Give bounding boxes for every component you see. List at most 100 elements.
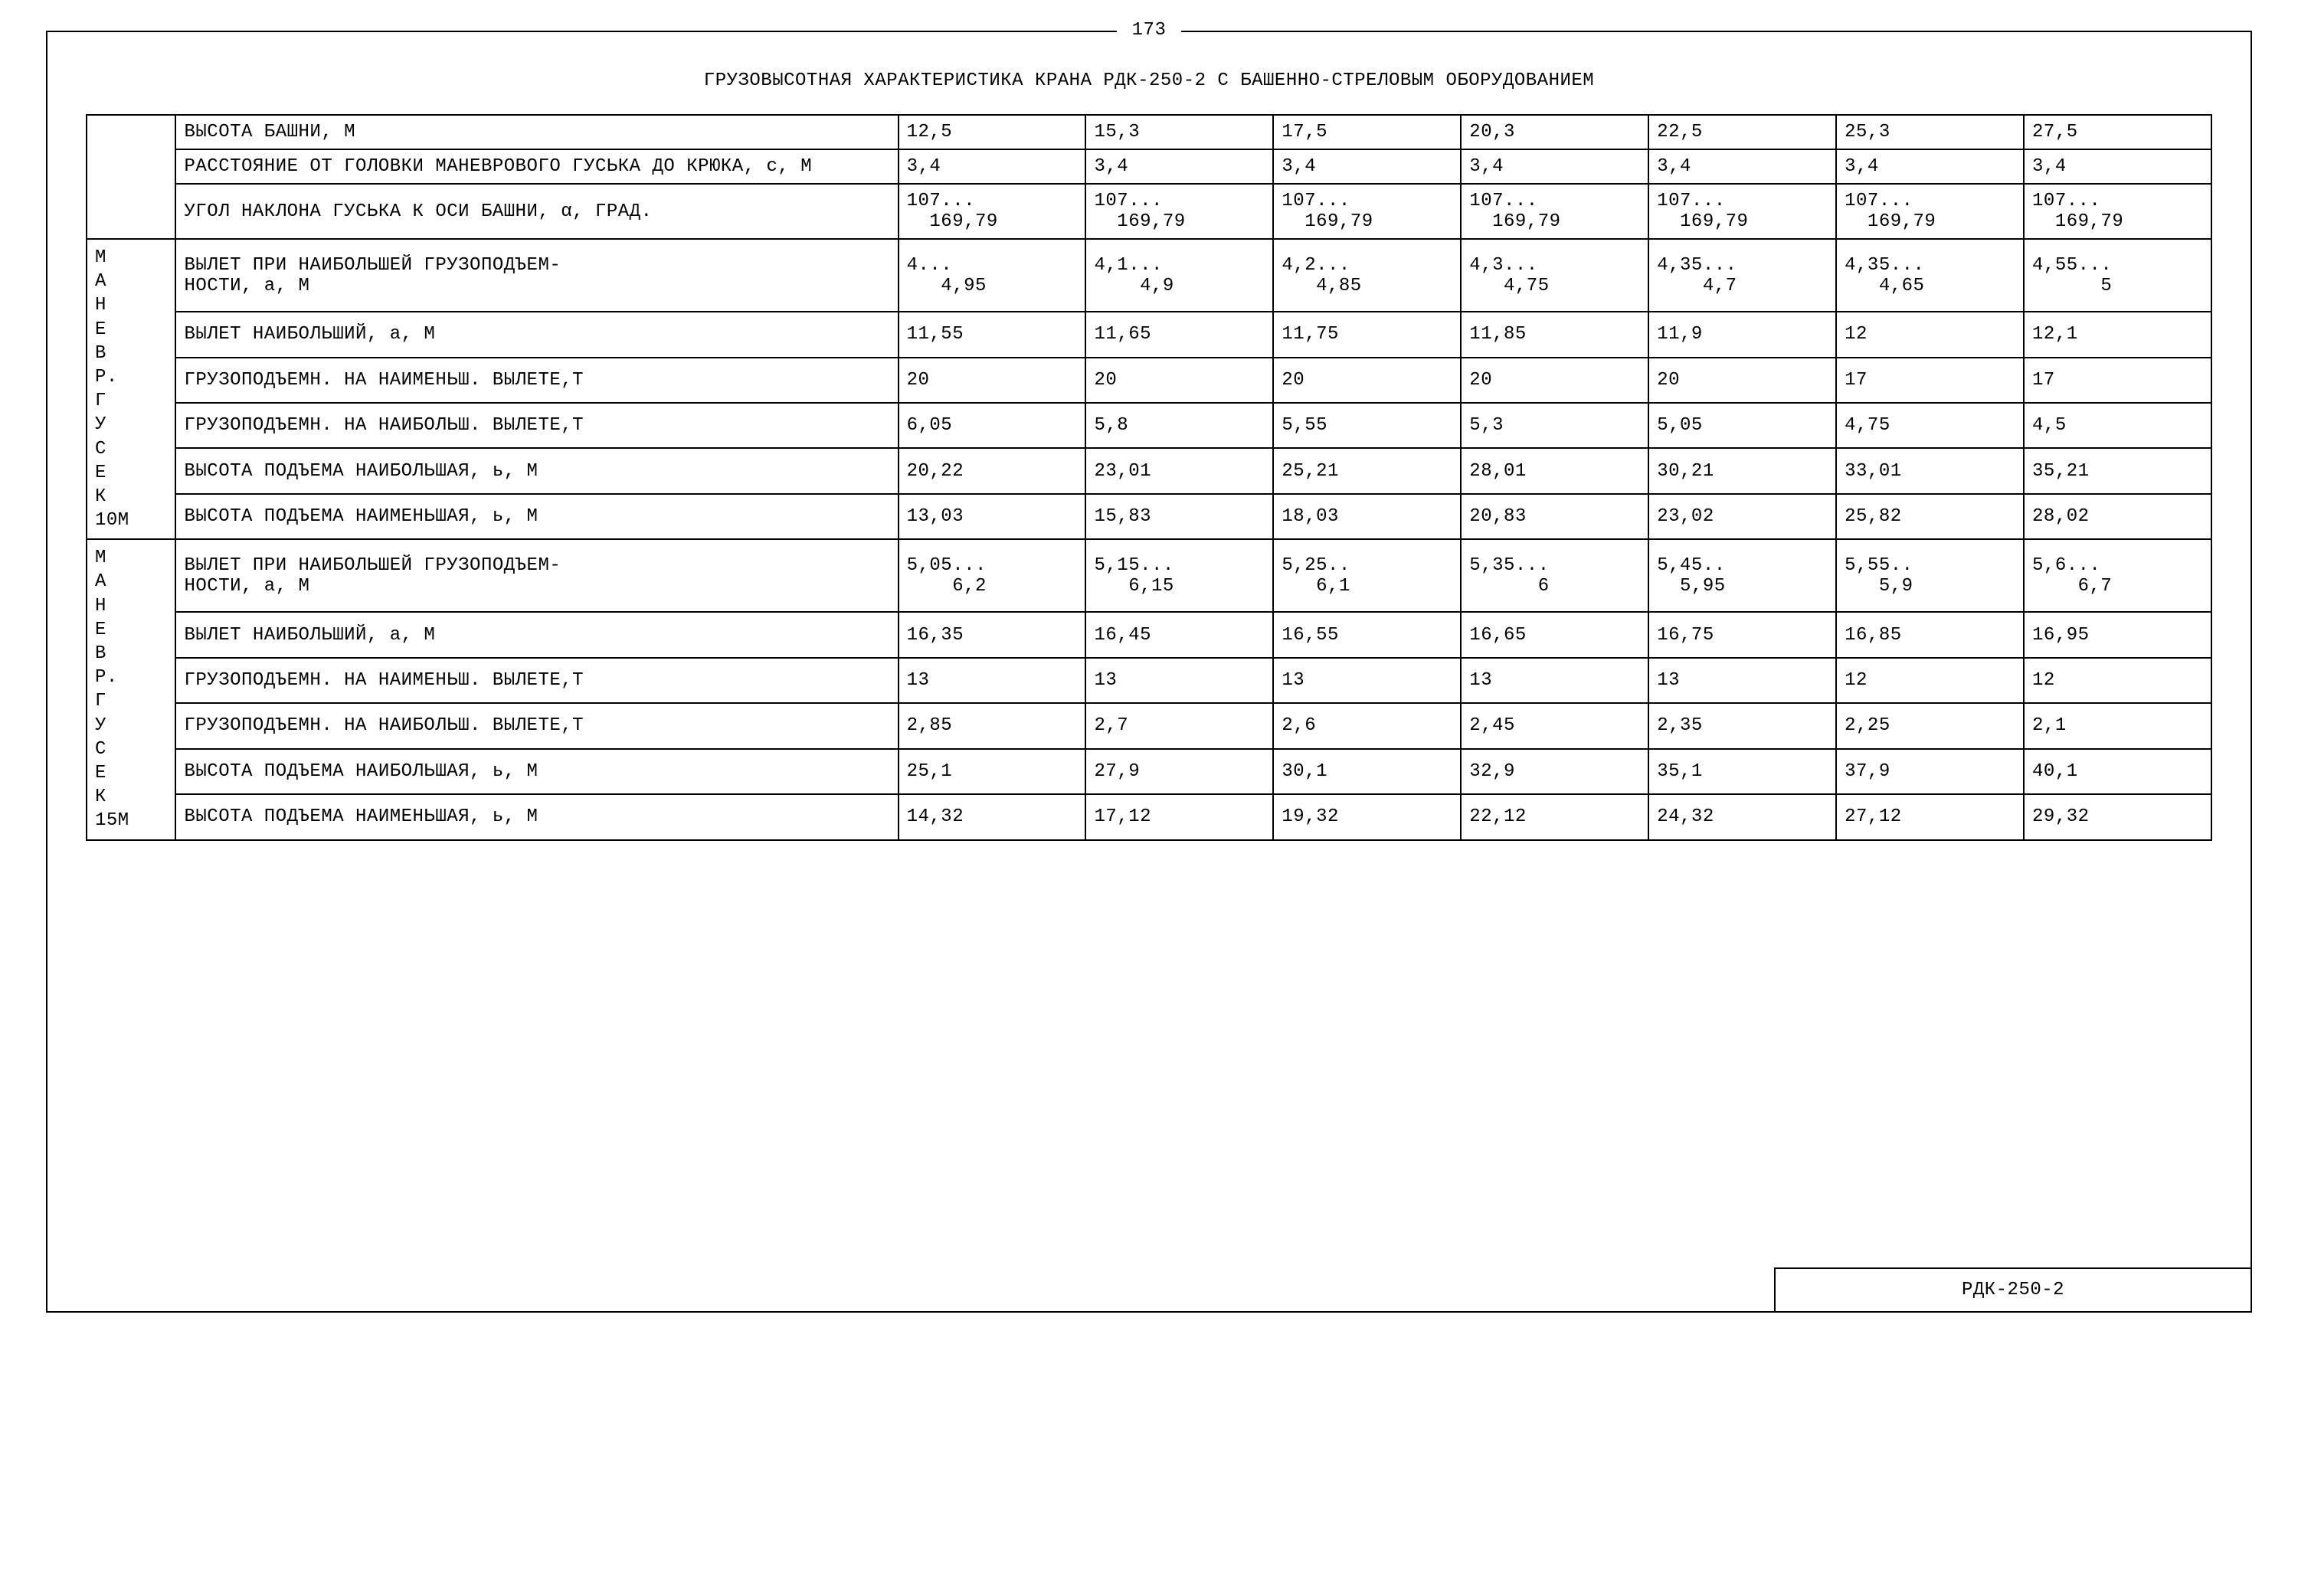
table-cell: 30,1 <box>1273 749 1461 794</box>
page-title: ГРУЗОВЫСОТНАЯ ХАРАКТЕРИСТИКА КРАНА РДК-2… <box>86 70 2212 91</box>
table-cell: 25,82 <box>1836 494 2024 539</box>
table-cell: 33,01 <box>1836 448 2024 493</box>
table-cell: 23,02 <box>1648 494 1836 539</box>
table-cell: 3,4 <box>2024 149 2211 184</box>
table-row: ВЫСОТА ПОДЪЕМА НАИМЕНЬШАЯ, ь, М14,3217,1… <box>87 794 2211 839</box>
table-cell: 16,75 <box>1648 612 1836 657</box>
table-row: ГРУЗОПОДЪЕМН. НА НАИМЕНЬШ. ВЫЛЕТЕ,Т13131… <box>87 658 2211 703</box>
table-cell: 107... 169,79 <box>1273 184 1461 239</box>
table-cell: 2,6 <box>1273 703 1461 748</box>
table-cell: 27,5 <box>2024 115 2211 149</box>
row-label: ВЫЛЕТ НАИБОЛЬШИЙ, а, М <box>175 312 898 357</box>
table-cell: 16,55 <box>1273 612 1461 657</box>
table-row: М А Н Е В Р. Г У С Е К 15МВЫЛЕТ ПРИ НАИБ… <box>87 539 2211 612</box>
table-cell: 17 <box>2024 358 2211 403</box>
table-cell: 11,75 <box>1273 312 1461 357</box>
row-label: УГОЛ НАКЛОНА ГУСЬКА К ОСИ БАШНИ, α, ГРАД… <box>175 184 898 239</box>
table-cell: 20 <box>1461 358 1648 403</box>
table-cell: 107... 169,79 <box>2024 184 2211 239</box>
table-cell: 6,05 <box>899 403 1086 448</box>
side-label-10m: М А Н Е В Р. Г У С Е К 10М <box>87 239 175 539</box>
table-cell: 11,9 <box>1648 312 1836 357</box>
row-label: ВЫЛЕТ ПРИ НАИБОЛЬШЕЙ ГРУЗОПОДЪЕМ- НОСТИ,… <box>175 539 898 612</box>
table-cell: 12,5 <box>899 115 1086 149</box>
table-row: РАССТОЯНИЕ ОТ ГОЛОВКИ МАНЕВРОВОГО ГУСЬКА… <box>87 149 2211 184</box>
table-cell: 3,4 <box>1461 149 1648 184</box>
table-cell: 28,02 <box>2024 494 2211 539</box>
table-cell: 17 <box>1836 358 2024 403</box>
table-row: ГРУЗОПОДЪЕМН. НА НАИМЕНЬШ. ВЫЛЕТЕ,Т20202… <box>87 358 2211 403</box>
row-label: ГРУЗОПОДЪЕМН. НА НАИМЕНЬШ. ВЫЛЕТЕ,Т <box>175 658 898 703</box>
table-cell: 107... 169,79 <box>1648 184 1836 239</box>
table-cell: 30,21 <box>1648 448 1836 493</box>
table-cell: 5,6... 6,7 <box>2024 539 2211 612</box>
row-label: ВЫЛЕТ ПРИ НАИБОЛЬШЕЙ ГРУЗОПОДЪЕМ- НОСТИ,… <box>175 239 898 312</box>
footer-box: РДК-250-2 <box>1774 1267 2252 1313</box>
table-cell: 3,4 <box>1648 149 1836 184</box>
table-row: ГРУЗОПОДЪЕМН. НА НАИБОЛЬШ. ВЫЛЕТЕ,Т2,852… <box>87 703 2211 748</box>
table-cell: 25,1 <box>899 749 1086 794</box>
table-cell: 12 <box>2024 658 2211 703</box>
row-label: ГРУЗОПОДЪЕМН. НА НАИБОЛЬШ. ВЫЛЕТЕ,Т <box>175 703 898 748</box>
table-cell: 3,4 <box>1273 149 1461 184</box>
table-cell: 3,4 <box>1836 149 2024 184</box>
table-cell: 4,3... 4,75 <box>1461 239 1648 312</box>
row-label: ВЫСОТА ПОДЪЕМА НАИБОЛЬШАЯ, ь, М <box>175 749 898 794</box>
table-cell: 5,35... 6 <box>1461 539 1648 612</box>
page-frame: 173 ГРУЗОВЫСОТНАЯ ХАРАКТЕРИСТИКА КРАНА Р… <box>46 31 2252 1313</box>
table-cell: 27,9 <box>1085 749 1273 794</box>
row-label: ВЫСОТА БАШНИ, М <box>175 115 898 149</box>
row-label: ВЫСОТА ПОДЪЕМА НАИМЕНЬШАЯ, ь, М <box>175 494 898 539</box>
table-cell: 4,5 <box>2024 403 2211 448</box>
table-row: ВЫЛЕТ НАИБОЛЬШИЙ, а, М11,5511,6511,7511,… <box>87 312 2211 357</box>
table-cell: 107... 169,79 <box>1461 184 1648 239</box>
table-cell: 20 <box>1273 358 1461 403</box>
table-cell: 17,12 <box>1085 794 1273 839</box>
row-label: ГРУЗОПОДЪЕМН. НА НАИМЕНЬШ. ВЫЛЕТЕ,Т <box>175 358 898 403</box>
row-label: ВЫСОТА ПОДЪЕМА НАИБОЛЬШАЯ, ь, М <box>175 448 898 493</box>
table-cell: 25,3 <box>1836 115 2024 149</box>
table-cell: 23,01 <box>1085 448 1273 493</box>
table-cell: 2,25 <box>1836 703 2024 748</box>
table-cell: 35,1 <box>1648 749 1836 794</box>
table-row: ВЫСОТА ПОДЪЕМА НАИМЕНЬШАЯ, ь, М13,0315,8… <box>87 494 2211 539</box>
table-cell: 11,65 <box>1085 312 1273 357</box>
table-row: ВЫСОТА ПОДЪЕМА НАИБОЛЬШАЯ, ь, М25,127,93… <box>87 749 2211 794</box>
table-cell: 27,12 <box>1836 794 2024 839</box>
table-cell: 20 <box>899 358 1086 403</box>
table-cell: 5,55.. 5,9 <box>1836 539 2024 612</box>
table-cell: 14,32 <box>899 794 1086 839</box>
table-cell: 29,32 <box>2024 794 2211 839</box>
table-cell: 16,65 <box>1461 612 1648 657</box>
table-cell: 16,95 <box>2024 612 2211 657</box>
row-label: РАССТОЯНИЕ ОТ ГОЛОВКИ МАНЕВРОВОГО ГУСЬКА… <box>175 149 898 184</box>
table-cell: 16,35 <box>899 612 1086 657</box>
table-cell: 5,05 <box>1648 403 1836 448</box>
footer-label: РДК-250-2 <box>1962 1280 2064 1300</box>
table-cell: 5,05... 6,2 <box>899 539 1086 612</box>
table-cell: 5,25.. 6,1 <box>1273 539 1461 612</box>
table-cell: 2,7 <box>1085 703 1273 748</box>
table-cell: 107... 169,79 <box>1085 184 1273 239</box>
table-cell: 20,3 <box>1461 115 1648 149</box>
spec-table: ВЫСОТА БАШНИ, М12,515,317,520,322,525,32… <box>86 114 2212 841</box>
table-cell: 13,03 <box>899 494 1086 539</box>
page-number: 173 <box>1117 20 1182 41</box>
table-row: ВЫСОТА ПОДЪЕМА НАИБОЛЬШАЯ, ь, М20,2223,0… <box>87 448 2211 493</box>
table-cell: 107... 169,79 <box>1836 184 2024 239</box>
table-cell: 24,32 <box>1648 794 1836 839</box>
table-cell: 22,5 <box>1648 115 1836 149</box>
table-cell: 13 <box>1648 658 1836 703</box>
table-cell: 2,45 <box>1461 703 1648 748</box>
table-cell: 28,01 <box>1461 448 1648 493</box>
table-cell: 19,32 <box>1273 794 1461 839</box>
table-cell: 18,03 <box>1273 494 1461 539</box>
row-label: ВЫЛЕТ НАИБОЛЬШИЙ, а, М <box>175 612 898 657</box>
table-cell: 35,21 <box>2024 448 2211 493</box>
table-row: ВЫЛЕТ НАИБОЛЬШИЙ, а, М16,3516,4516,5516,… <box>87 612 2211 657</box>
table-row: УГОЛ НАКЛОНА ГУСЬКА К ОСИ БАШНИ, α, ГРАД… <box>87 184 2211 239</box>
page-number-wrapper: 173 <box>47 20 2251 41</box>
table-cell: 16,85 <box>1836 612 2024 657</box>
table-cell: 20 <box>1648 358 1836 403</box>
table-cell: 4,35... 4,7 <box>1648 239 1836 312</box>
